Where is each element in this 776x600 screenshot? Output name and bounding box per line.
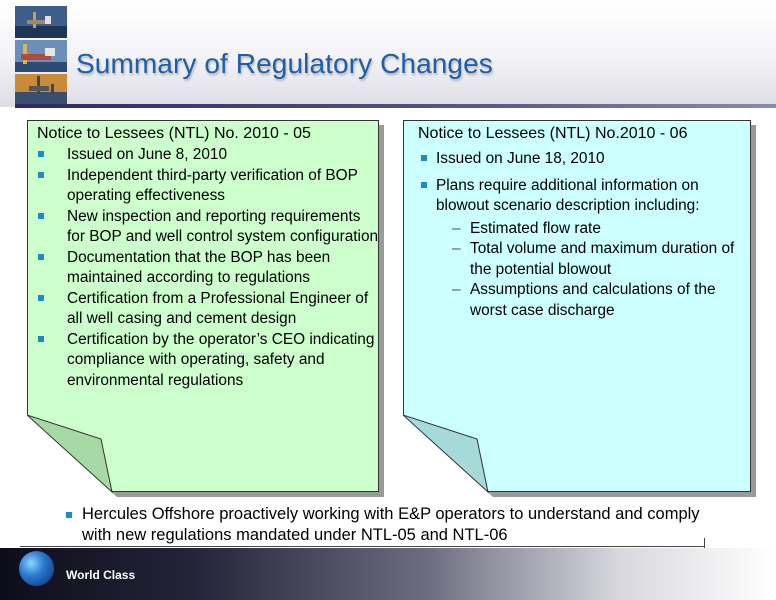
bullet-item: Certification by the operator’s CEO indi… bbox=[37, 330, 382, 392]
bullet-square-icon bbox=[421, 181, 427, 188]
dash-bullet-icon: – bbox=[452, 240, 461, 257]
slide-footer bbox=[0, 548, 776, 600]
card-title: Notice to Lessees (NTL) No.2010 - 06 bbox=[418, 125, 688, 142]
bullet-item: Documentation that the BOP has been main… bbox=[37, 248, 382, 289]
ntl-2010-06-content: Notice to Lessees (NTL) No.2010 - 06 Iss… bbox=[418, 125, 748, 321]
bullet-item: Plans require additional information on … bbox=[418, 176, 748, 217]
card-body bbox=[27, 120, 379, 492]
card-title: Notice to Lessees (NTL) No. 2010 - 05 bbox=[37, 125, 311, 142]
header-divider bbox=[15, 104, 776, 108]
card-body bbox=[403, 120, 751, 492]
bullet-square-icon bbox=[38, 335, 44, 342]
bullet-item: New inspection and reporting requirement… bbox=[37, 207, 382, 248]
page-fold-icon bbox=[403, 415, 491, 495]
bullet-square-icon bbox=[38, 253, 44, 260]
bullet-item: Certification from a Professional Engine… bbox=[37, 289, 382, 330]
offshore-rig-photo bbox=[15, 6, 67, 38]
sub-bullet-item: – Total volume and maximum duration of th… bbox=[452, 240, 735, 278]
bullet-square-icon bbox=[421, 155, 427, 161]
footer-divider-tick bbox=[704, 538, 705, 548]
footer-label: World Class bbox=[66, 568, 136, 582]
summary-bullet: Hercules Offshore proactively working wi… bbox=[64, 504, 714, 546]
bullet-square-icon bbox=[38, 151, 44, 157]
footer-divider bbox=[20, 546, 704, 547]
slide-title: Summary of Regulatory Changes bbox=[76, 48, 493, 79]
dash-bullet-icon: – bbox=[452, 219, 461, 237]
page-fold-icon bbox=[27, 415, 115, 495]
globe-icon bbox=[19, 551, 54, 586]
bullet-item: Independent third-party verification of … bbox=[37, 166, 382, 207]
offshore-rig-photo bbox=[15, 74, 67, 106]
dash-bullet-icon: – bbox=[452, 281, 461, 298]
bullet-square-icon bbox=[38, 212, 44, 219]
bullet-item: Issued on June 18, 2010 bbox=[418, 149, 748, 170]
bullet-square-icon bbox=[38, 171, 44, 178]
slide-header bbox=[0, 0, 776, 107]
sub-bullet-item: – Assumptions and calculations of the wor… bbox=[452, 281, 716, 319]
bullet-square-icon bbox=[38, 294, 44, 301]
ntl-2010-05-content: Notice to Lessees (NTL) No. 2010 - 05 Is… bbox=[37, 125, 382, 391]
sub-bullet-item: – Estimated flow rate bbox=[452, 219, 748, 240]
offshore-rig-photo bbox=[15, 40, 67, 72]
bullet-square-icon bbox=[66, 512, 72, 518]
bullet-item: Issued on June 8, 2010 bbox=[37, 145, 382, 166]
